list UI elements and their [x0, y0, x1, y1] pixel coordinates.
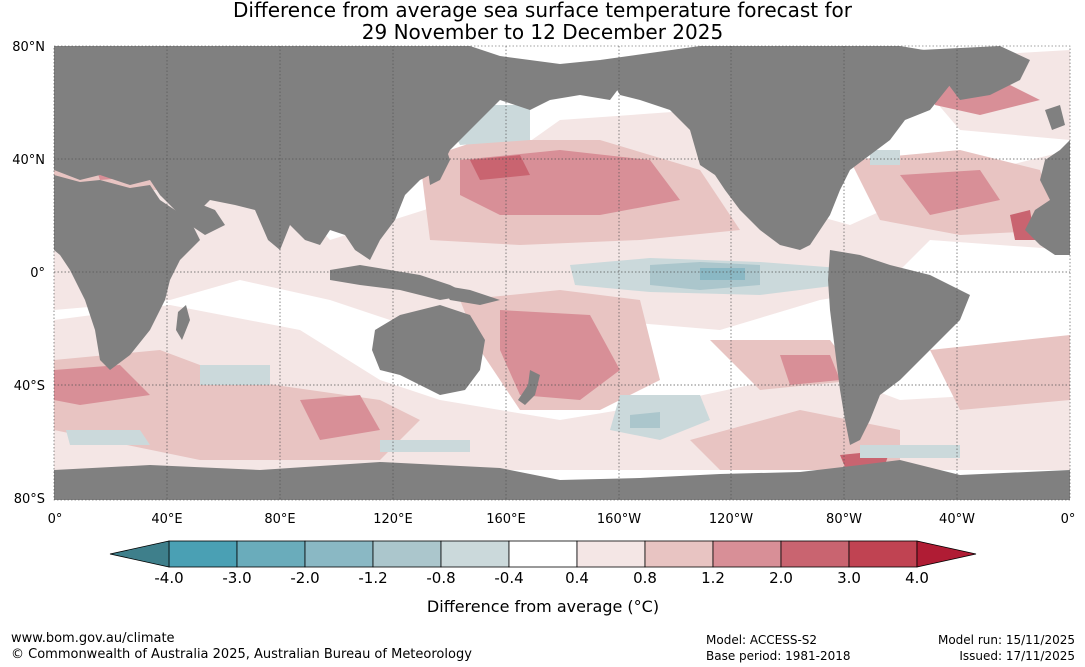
colorbar-tick-label: -4.0 [154, 569, 183, 587]
lon-label-120w: 120°W [709, 512, 753, 527]
landmass-arabia [160, 195, 225, 235]
colorbar-bin [576, 540, 646, 568]
landmass-africa [54, 175, 200, 370]
land-masses [54, 46, 1070, 500]
landmass-indonesia [330, 265, 470, 300]
colorbar-tick-label: 0.4 [565, 569, 589, 587]
landmass-japan [428, 145, 450, 185]
lon-label-0-left: 0° [48, 512, 63, 527]
colorbar-bin [440, 540, 510, 568]
lat-label-0: 0° [30, 266, 45, 281]
colorbar-tick-label: 0.8 [633, 569, 657, 587]
landmass-uk [1045, 105, 1065, 130]
landmass-europe-west [1025, 140, 1070, 255]
colorbar-bin [712, 540, 782, 568]
colorbar-tick-label: -1.2 [358, 569, 387, 587]
colorbar-tick-label: 2.0 [769, 569, 793, 587]
colorbar-tick-label: -0.4 [494, 569, 523, 587]
landmass-greenland [920, 46, 1030, 100]
colorbar-bins [168, 540, 918, 568]
lat-label-80s: 80°S [14, 492, 45, 507]
map-gridlines [54, 46, 1070, 500]
colorbar-bin [644, 540, 714, 568]
lon-label-80w: 80°W [826, 512, 862, 527]
lat-label-40s: 40°S [14, 379, 45, 394]
colorbar-bin [236, 540, 306, 568]
lon-label-80e: 80°E [264, 512, 295, 527]
lon-label-40e: 40°E [151, 512, 182, 527]
landmass-south-america [828, 250, 970, 445]
lat-label-80n: 80°N [12, 40, 45, 55]
colorbar-over-triangle [916, 540, 977, 568]
lon-label-0-right: 0° [1061, 512, 1076, 527]
colorbar-tick-label: -2.0 [290, 569, 319, 587]
chart-title-line-2: 29 November to 12 December 2025 [361, 20, 724, 44]
colorbar-bin [168, 540, 238, 568]
footer-model-run: Model run: 15/11/2025 [937, 633, 1075, 647]
lon-label-40w: 40°W [939, 512, 975, 527]
map-frame [53, 45, 1071, 501]
colorbar-tick-label: -3.0 [222, 569, 251, 587]
colorbar-under-triangle [109, 540, 170, 568]
lon-label-160w: 160°W [597, 512, 641, 527]
landmass-madagascar [176, 305, 190, 340]
colorbar-tick-label: 3.0 [837, 569, 861, 587]
colorbar-bin [780, 540, 850, 568]
lon-label-160e: 160°E [486, 512, 526, 527]
footer-website: www.bom.gov.au/climate [11, 631, 175, 646]
anomaly-cool-core [700, 268, 745, 280]
landmass-antarctica [54, 460, 1070, 500]
footer-base-period: Base period: 1981-2018 [706, 649, 851, 663]
colorbar-bin [304, 540, 374, 568]
landmass-new-guinea [440, 285, 500, 305]
colorbar-tick-label: -0.8 [426, 569, 455, 587]
landmass-north-america [600, 46, 990, 250]
colorbar-bin [508, 540, 578, 568]
footer-issued: Issued: 17/11/2025 [959, 649, 1075, 663]
colorbar-bin [848, 540, 918, 568]
colorbar-tick-label: 4.0 [905, 569, 929, 587]
footer-copyright: © Commonwealth of Australia 2025, Austra… [11, 647, 472, 662]
colorbar-bin [372, 540, 442, 568]
colorbar-tick-label: 1.2 [701, 569, 725, 587]
lat-label-40n: 40°N [12, 153, 45, 168]
chart-title-line-1: Difference from average sea surface temp… [232, 0, 852, 22]
footer-model: Model: ACCESS-S2 [706, 633, 818, 647]
landmass-australia [372, 305, 485, 395]
colorbar-title: Difference from average (°C) [427, 597, 659, 616]
lon-label-120e: 120°E [373, 512, 413, 527]
landmass-new-zealand [518, 370, 540, 405]
